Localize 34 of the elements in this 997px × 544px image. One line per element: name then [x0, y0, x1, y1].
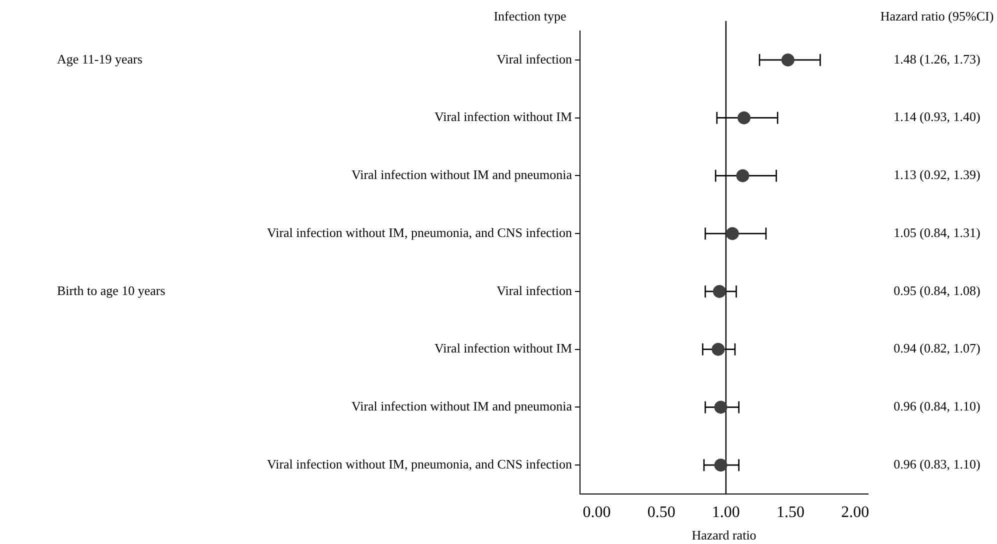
y-tick-label: Viral infection without IM and pneumonia: [351, 398, 572, 414]
x-tick-label: 0.50: [647, 504, 676, 521]
data-label: 0.96 (0.83, 1.10): [894, 456, 980, 472]
data-label: 0.95 (0.84, 1.08): [894, 282, 980, 298]
y-tick-label: Viral infection: [496, 282, 572, 298]
x-tick-label: 2.00: [841, 504, 870, 521]
data-label: 1.05 (0.84, 1.31): [894, 224, 980, 240]
y-tick-label: Viral infection without IM and pneumonia: [351, 167, 572, 182]
text: Infection type: [494, 8, 566, 24]
point: [738, 111, 751, 124]
point: [736, 169, 750, 182]
x-tick-label: 1.50: [776, 504, 805, 521]
point: [726, 227, 739, 240]
y-tick-label: Viral infection without IM: [434, 109, 572, 124]
text: Age 11-19 years: [57, 51, 142, 66]
point: [714, 458, 728, 472]
point: [712, 284, 726, 298]
x-axis-title: Hazard ratio: [692, 528, 756, 543]
data-label: 1.48 (1.26, 1.73): [894, 51, 980, 66]
text: Birth to age 10 years: [57, 282, 166, 298]
data-label: 0.96 (0.84, 1.10): [894, 398, 980, 414]
data-label: 0.94 (0.82, 1.07): [894, 340, 980, 356]
point: [712, 342, 725, 356]
data-label: 1.13 (0.92, 1.39): [894, 167, 980, 182]
y-tick-label: Viral infection without IM, pneumonia, and CNS infection: [266, 456, 572, 472]
y-tick-label: Viral infection without IM: [434, 340, 572, 356]
point: [714, 400, 728, 414]
text: Hazard ratio (95%CI): [880, 8, 994, 24]
x-tick-label: 1.00: [712, 504, 740, 521]
point: [781, 53, 794, 66]
x-tick-label: 0.00: [582, 504, 611, 521]
y-tick-label: Viral infection: [496, 51, 572, 66]
y-tick-label: Viral infection without IM, pneumonia, and CNS infection: [266, 224, 572, 240]
data-label: 1.14 (0.93, 1.40): [894, 109, 980, 124]
